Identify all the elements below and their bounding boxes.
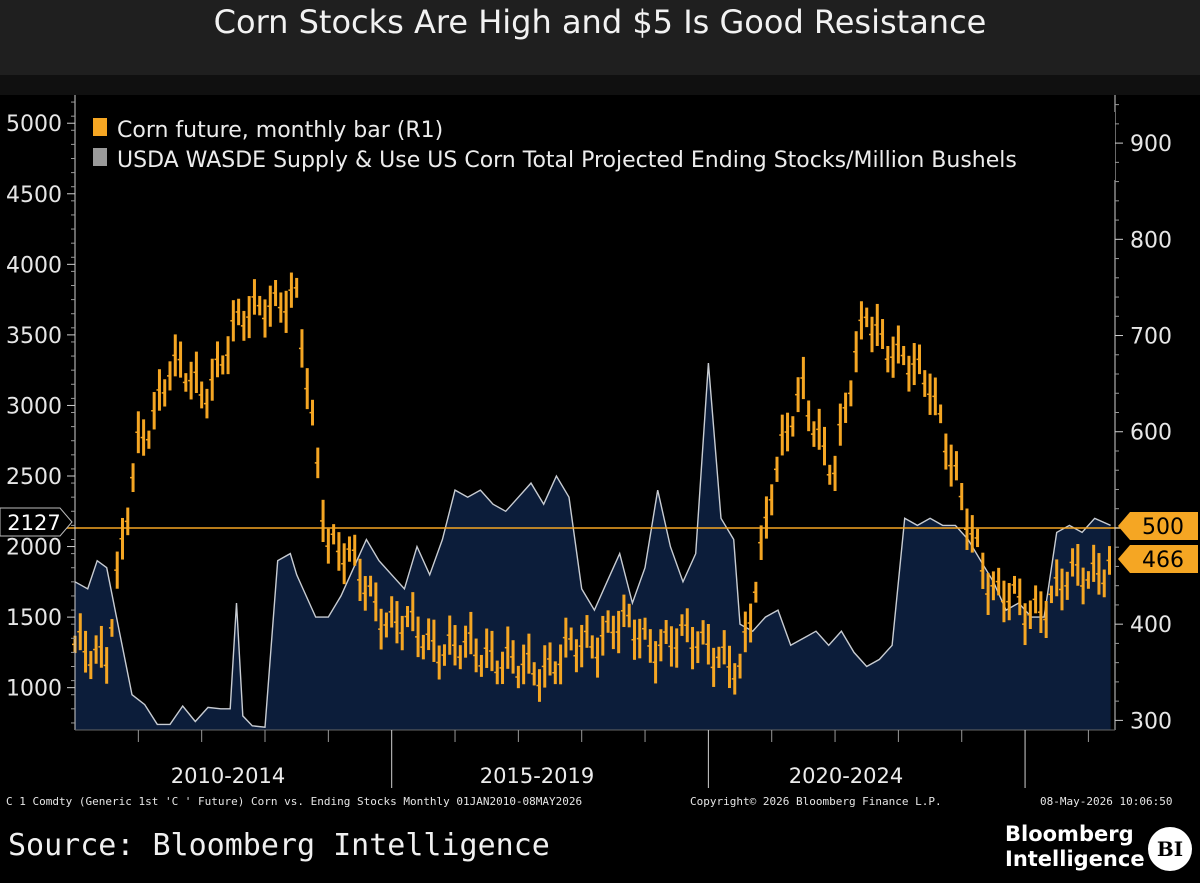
left-tick-label: 4500 (6, 183, 62, 208)
corn-bar-layer (72, 272, 1112, 702)
footer-timestamp: 08-May-2026 10:06:50 (1040, 795, 1173, 808)
left-tick-label: 2000 (6, 536, 62, 561)
footer-copyright: Copyright© 2026 Bloomberg Finance L.P. (690, 795, 942, 808)
footer-series-description: C 1 Comdty (Generic 1st 'C ' Future) Cor… (6, 795, 583, 808)
bi-badge-icon: BI (1148, 827, 1192, 871)
logo-line-1: Bloomberg (1005, 822, 1134, 846)
legend: Corn future, monthly bar (R1) USDA WASDE… (85, 112, 1115, 180)
group-label-2020-2024: 2020-2024 (789, 764, 903, 788)
axes: 1000 1500 2000 2500 3000 3500 4000 4500 5000 300 4… (0, 95, 1172, 788)
corn-last-value: 466 (1142, 548, 1184, 573)
group-labels: 2010-2014 2015-2019 2020-2024 (171, 764, 903, 788)
chart: 1000 1500 2000 2500 3000 3500 4000 4500 5000 300 4… (0, 95, 1198, 788)
left-tick-label: 2500 (6, 465, 62, 490)
logo-line-2: Intelligence (1005, 847, 1145, 871)
group-label-2010-2014: 2010-2014 (171, 764, 285, 788)
right-tick-label: 600 (1130, 421, 1172, 446)
right-tick-label: 400 (1130, 613, 1172, 638)
right-tick-label: 300 (1130, 709, 1172, 734)
stocks-last-value-tag (0, 507, 73, 537)
reference-value-tag (1118, 512, 1198, 540)
legend-background (85, 112, 1115, 180)
right-tick-label: 700 (1130, 325, 1172, 350)
legend-swatch-corn (93, 118, 107, 136)
right-tick-label: 800 (1130, 228, 1172, 253)
right-tick-label: 900 (1130, 132, 1172, 157)
legend-label-stocks: USDA WASDE Supply & Use US Corn Total Pr… (117, 148, 1017, 173)
left-tick-label: 1000 (6, 677, 62, 702)
left-tick-label: 4000 (6, 253, 62, 278)
chart-title: Corn Stocks Are High and $5 Is Good Resi… (213, 3, 987, 41)
stocks-last-value: 2127 (7, 511, 60, 535)
stocks-line (74, 363, 1111, 728)
stocks-area-layer (74, 363, 1111, 730)
reference-value: 500 (1142, 515, 1184, 540)
legend-swatch-stocks (93, 148, 107, 166)
stocks-area (75, 363, 1111, 730)
title-bar: Corn Stocks Are High and $5 Is Good Resi… (0, 0, 1200, 75)
left-tick-label: 5000 (6, 112, 62, 137)
value-tags: 2127 500 466 (0, 507, 1198, 573)
title-separator (0, 75, 1200, 95)
bloomberg-intelligence-logo: Bloomberg Intelligence (1005, 822, 1145, 872)
left-tick-label: 1500 (6, 606, 62, 631)
legend-label-corn: Corn future, monthly bar (R1) (117, 118, 443, 143)
corn-last-value-tag (1118, 545, 1198, 573)
left-tick-label: 3000 (6, 394, 62, 419)
source-note: Source: Bloomberg Intelligence (8, 828, 550, 863)
group-label-2015-2019: 2015-2019 (480, 764, 594, 788)
left-tick-label: 3500 (6, 324, 62, 349)
